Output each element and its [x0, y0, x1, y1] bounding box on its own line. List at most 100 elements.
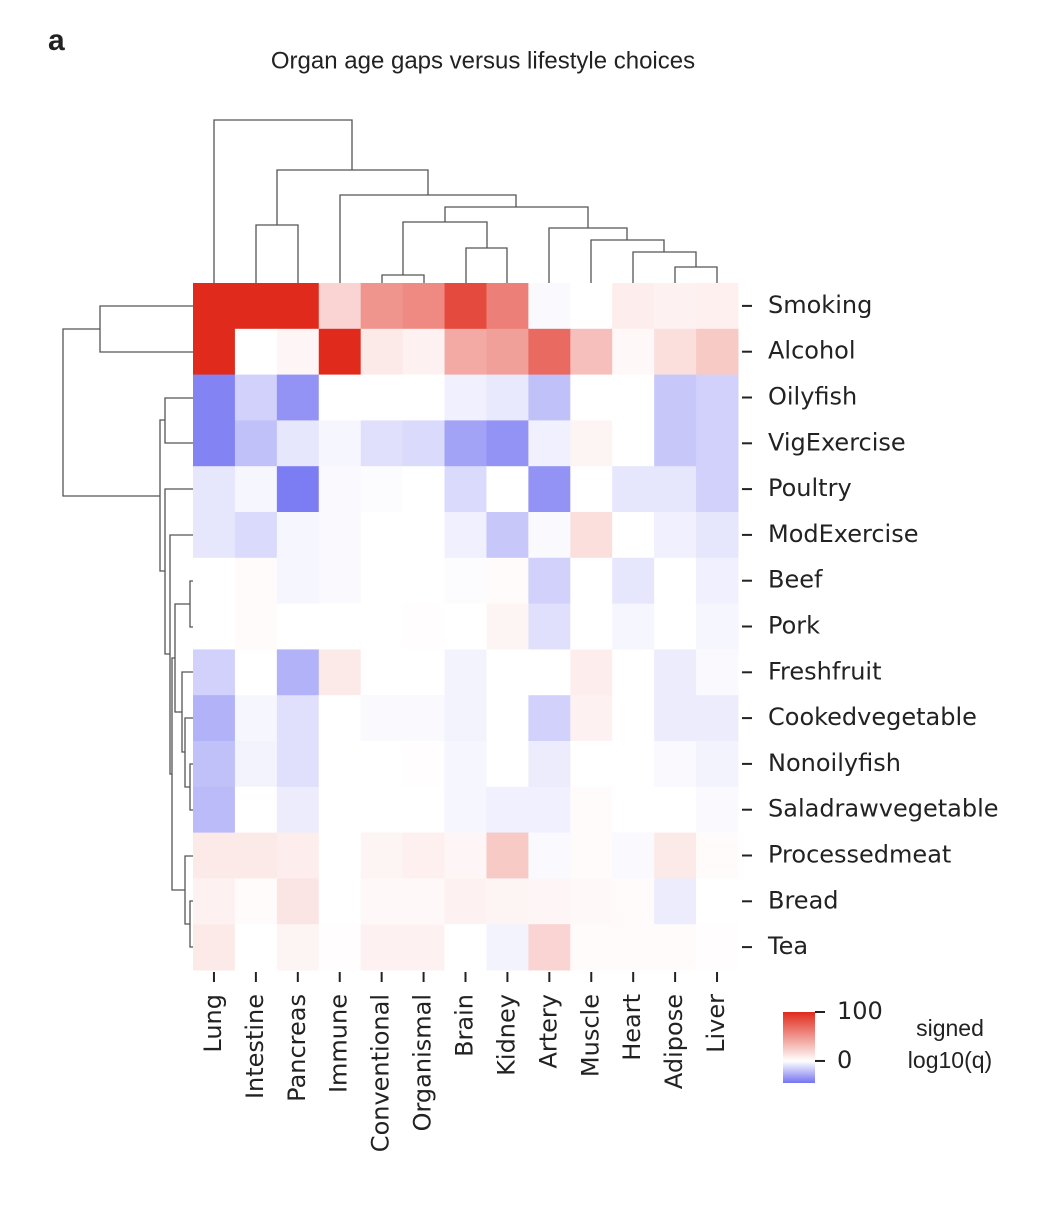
heatmap-cell: [444, 603, 487, 650]
heatmap-cell: [696, 741, 739, 788]
heatmap-cell: [360, 512, 404, 559]
heatmap-cell: [654, 283, 697, 330]
heatmap-cell: [570, 557, 613, 605]
column-label: Artery: [534, 994, 562, 1069]
heatmap-cell: [654, 466, 697, 513]
heatmap-cell: [654, 649, 697, 696]
column-dendrogram: [213, 119, 718, 283]
heatmap-cell: [486, 878, 529, 925]
column-label: Immune: [325, 994, 353, 1093]
heatmap-cell: [360, 649, 404, 696]
heatmap-cell: [486, 420, 529, 467]
heatmap-cell: [444, 466, 487, 513]
heatmap-cell: [654, 786, 697, 834]
heatmap-cell: [570, 695, 613, 742]
heatmap-cell: [612, 649, 655, 696]
heatmap-cell: [234, 695, 278, 742]
heatmap-cell: [444, 832, 487, 879]
heatmap-cell: [234, 557, 278, 605]
heatmap-cell: [318, 649, 362, 696]
heatmap-cell: [696, 924, 739, 971]
heatmap-cell: [654, 878, 697, 925]
heatmap-cell: [318, 603, 362, 650]
heatmap-cell: [193, 466, 236, 513]
heatmap-cell: [696, 557, 739, 605]
panel-label: a: [48, 24, 65, 57]
heatmap-cell: [654, 924, 697, 971]
heatmap-cell: [486, 374, 529, 421]
heatmap-cell: [570, 786, 613, 834]
heatmap-cell: [528, 512, 571, 559]
heatmap-cell: [528, 695, 571, 742]
heatmap-cell: [570, 374, 613, 421]
column-label: Intestine: [241, 994, 269, 1099]
heatmap-cell: [486, 695, 529, 742]
heatmap-cell: [444, 924, 487, 971]
row-label: Alcohol: [768, 337, 856, 365]
heatmap-cell: [193, 420, 236, 467]
heatmap-cell: [528, 603, 571, 650]
heatmap-cell: [402, 557, 446, 605]
heatmap-cell: [276, 466, 320, 513]
heatmap-cell: [276, 741, 320, 788]
heatmap-cell: [612, 283, 655, 330]
heatmap-cell: [570, 603, 613, 650]
heatmap-cell: [528, 741, 571, 788]
column-label: Muscle: [576, 994, 604, 1077]
heatmap-cell: [234, 512, 278, 559]
heatmap-cell: [570, 878, 613, 925]
heatmap-cell: [360, 786, 404, 834]
heatmap-cell: [696, 420, 739, 467]
heatmap-cell: [570, 420, 613, 467]
heatmap-cell: [486, 557, 529, 605]
heatmap-cell: [696, 603, 739, 650]
heatmap-cell: [402, 283, 446, 330]
heatmap-cell: [276, 283, 320, 330]
heatmap-cell: [570, 649, 613, 696]
heatmap-cell: [402, 878, 446, 925]
heatmap-cell: [276, 603, 320, 650]
heatmap-cell: [318, 374, 362, 421]
colorbar-label: log10(q): [908, 1047, 992, 1073]
heatmap-cell: [528, 420, 571, 467]
heatmap-cell: [444, 512, 487, 559]
column-label: Brain: [451, 994, 479, 1057]
heatmap-cell: [402, 328, 446, 376]
heatmap-cell: [612, 924, 655, 971]
heatmap-cell: [612, 466, 655, 513]
heatmap-cell: [612, 603, 655, 650]
heatmap-cell: [444, 374, 487, 421]
heatmap-cell: [193, 832, 236, 879]
heatmap-cell: [193, 924, 236, 971]
row-label: Smoking: [768, 291, 872, 319]
heatmap-cell: [696, 878, 739, 925]
heatmap-cell: [570, 512, 613, 559]
heatmap-cell: [318, 283, 362, 330]
heatmap-cell: [528, 328, 571, 376]
colorbar-label: signed: [916, 1015, 984, 1041]
heatmap-cell: [444, 695, 487, 742]
heatmap-cell: [444, 328, 487, 376]
heatmap-cell: [654, 374, 697, 421]
heatmap-cell: [318, 420, 362, 467]
heatmap-cell: [193, 603, 236, 650]
heatmap-cell: [486, 649, 529, 696]
heatmap-cell: [528, 466, 571, 513]
heatmap-cell: [612, 374, 655, 421]
row-label: Bread: [768, 886, 839, 914]
heatmap-cell: [696, 466, 739, 513]
colorbar: [783, 1012, 815, 1083]
heatmap-cell: [360, 878, 404, 925]
heatmap-cell: [360, 741, 404, 788]
heatmap-cell: [318, 466, 362, 513]
heatmap-cell: [360, 283, 404, 330]
row-dendrogram: [62, 305, 193, 948]
heatmap-cell: [486, 512, 529, 559]
heatmap-cell: [276, 878, 320, 925]
heatmap-cell: [234, 374, 278, 421]
heatmap-cell: [486, 283, 529, 330]
heatmap-cell: [402, 420, 446, 467]
heatmap-cell: [696, 786, 739, 834]
heatmap-cell: [444, 878, 487, 925]
